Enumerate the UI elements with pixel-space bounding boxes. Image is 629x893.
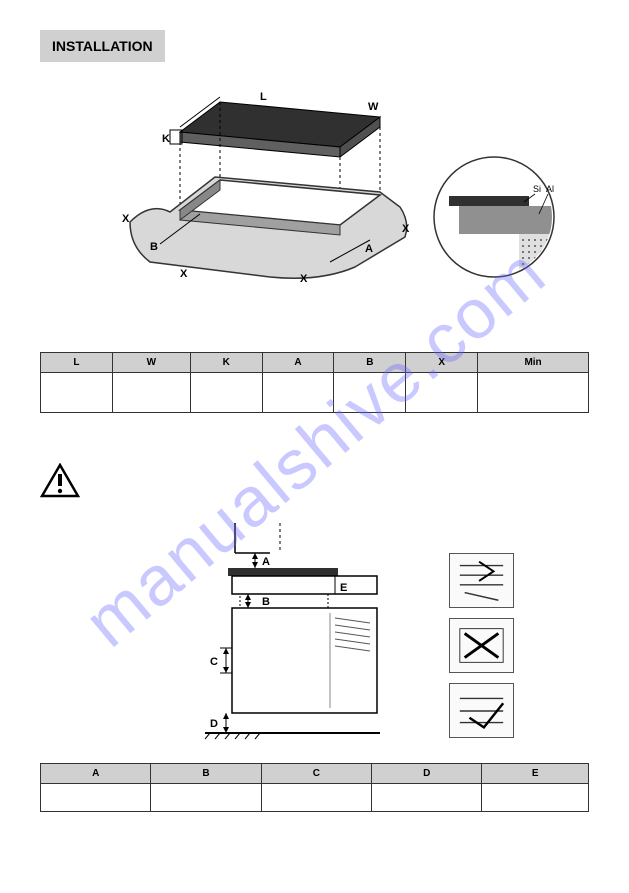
- label-al: Al: [546, 184, 554, 194]
- label-si: Si: [533, 184, 541, 194]
- label-x1: X: [122, 213, 130, 225]
- section-header: INSTALLATION: [40, 30, 165, 62]
- detail-diagrams: [449, 553, 519, 733]
- oven-installation-diagram: A E B C D: [40, 523, 589, 753]
- oven-side-view: A E B C D: [180, 523, 380, 743]
- th-l: L: [41, 353, 113, 373]
- th-b2: B: [151, 764, 261, 784]
- label-x4: X: [402, 223, 410, 235]
- th-a2: A: [41, 764, 151, 784]
- label-a: A: [365, 243, 373, 255]
- label-l: L: [260, 92, 267, 103]
- th-e2: E: [482, 764, 589, 784]
- table-row: [41, 784, 589, 812]
- label-w: W: [368, 101, 379, 113]
- th-c2: C: [261, 764, 371, 784]
- th-w: W: [112, 353, 190, 373]
- th-b: B: [334, 353, 406, 373]
- detail-box-1: [449, 553, 514, 608]
- label-x3: X: [300, 273, 308, 285]
- th-a: A: [262, 353, 334, 373]
- label-k: K: [162, 133, 170, 145]
- hob-installation-diagram: K L W X X X X B A: [40, 92, 589, 342]
- label-d: D: [210, 718, 218, 730]
- th-d2: D: [372, 764, 482, 784]
- th-k: K: [190, 353, 262, 373]
- detail-box-2: [449, 618, 514, 673]
- cross-section-detail: Si Al: [429, 152, 559, 282]
- th-min: Min: [478, 353, 589, 373]
- label-c: C: [210, 656, 218, 668]
- dimensions-table-2: A B C D E: [40, 763, 589, 812]
- th-x: X: [406, 353, 478, 373]
- hob-cutout-diagram: K L W X X X X B A: [120, 92, 420, 312]
- table-row: [41, 373, 589, 413]
- detail-box-3: [449, 683, 514, 738]
- label-b: B: [150, 241, 158, 253]
- label-a2: A: [262, 556, 270, 568]
- dimensions-table-1: L W K A B X Min: [40, 352, 589, 413]
- warning-icon: [40, 463, 80, 498]
- label-e: E: [340, 582, 347, 594]
- label-x2: X: [180, 268, 188, 280]
- label-b2: B: [262, 596, 270, 608]
